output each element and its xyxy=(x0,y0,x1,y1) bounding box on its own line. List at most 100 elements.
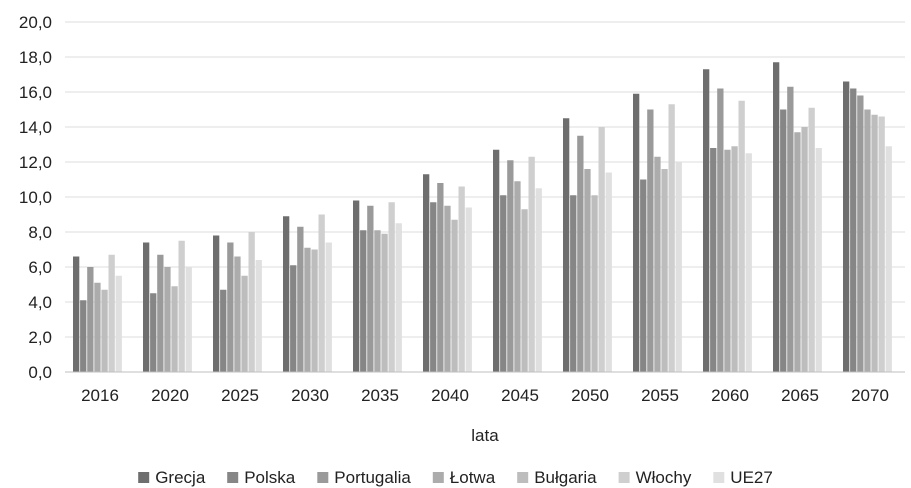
bar-portugalia-2055 xyxy=(647,109,654,372)
gridlines xyxy=(65,21,905,338)
legend-swatch xyxy=(517,472,529,483)
legend-swatch xyxy=(227,472,239,483)
y-tick-label: 8,0 xyxy=(28,223,52,242)
legend-item-ue27: UE27 xyxy=(713,468,773,487)
bar-włochy-2030 xyxy=(318,214,325,372)
bar-ue27-2045 xyxy=(535,188,542,372)
bar-grecja-2055 xyxy=(633,93,640,372)
bar-polska-2016 xyxy=(80,300,87,372)
x-tick-label: 2050 xyxy=(571,386,609,405)
bar-ue27-2025 xyxy=(255,260,262,372)
legend-item-portugalia: Portugalia xyxy=(317,468,411,487)
bar-polska-2070 xyxy=(850,88,857,372)
bar-grecja-2035 xyxy=(353,200,360,372)
bar-polska-2065 xyxy=(780,109,787,372)
x-tick-label: 2040 xyxy=(431,386,469,405)
legend-item-grecja: Grecja xyxy=(138,468,206,487)
bar-polska-2025 xyxy=(220,289,227,372)
bar-bułgaria-2065 xyxy=(801,127,808,372)
bar-łotwa-2050 xyxy=(584,169,591,372)
bar-portugalia-2035 xyxy=(367,205,374,372)
legend-swatch xyxy=(317,472,329,483)
bar-ue27-2065 xyxy=(815,148,822,372)
bar-ue27-2030 xyxy=(325,242,332,372)
bar-portugalia-2060 xyxy=(717,88,724,372)
bar-włochy-2060 xyxy=(738,100,745,372)
x-tick-label: 2065 xyxy=(781,386,819,405)
y-tick-label: 20,0 xyxy=(19,13,52,32)
bar-portugalia-2025 xyxy=(227,242,234,372)
bar-bułgaria-2055 xyxy=(661,169,668,372)
bar-bułgaria-2035 xyxy=(381,233,388,372)
bar-włochy-2050 xyxy=(598,127,605,372)
bars xyxy=(73,62,892,372)
bar-łotwa-2045 xyxy=(514,181,521,372)
bar-portugalia-2045 xyxy=(507,160,514,372)
bar-bułgaria-2045 xyxy=(521,209,528,372)
bar-włochy-2035 xyxy=(388,202,395,372)
bar-polska-2045 xyxy=(500,195,507,372)
bar-włochy-2016 xyxy=(108,254,115,372)
legend-swatch xyxy=(138,472,150,483)
bar-ue27-2035 xyxy=(395,223,402,372)
bar-łotwa-2065 xyxy=(794,132,801,372)
legend-label: Włochy xyxy=(636,468,692,487)
y-tick-label: 16,0 xyxy=(19,83,52,102)
bar-włochy-2040 xyxy=(458,186,465,372)
bar-grecja-2040 xyxy=(423,174,430,372)
x-tick-label: 2070 xyxy=(851,386,889,405)
bar-bułgaria-2030 xyxy=(311,249,318,372)
bar-ue27-2020 xyxy=(185,267,192,372)
x-tick-label: 2045 xyxy=(501,386,539,405)
legend-item-bułgaria: Bułgaria xyxy=(517,468,597,487)
x-tick-label: 2016 xyxy=(81,386,119,405)
bar-włochy-2065 xyxy=(808,107,815,372)
bar-łotwa-2060 xyxy=(724,149,731,372)
bar-portugalia-2070 xyxy=(857,95,864,372)
bar-grecja-2060 xyxy=(703,69,710,372)
legend-swatch xyxy=(432,472,444,483)
legend-label: Portugalia xyxy=(334,468,411,487)
x-tick-label: 2020 xyxy=(151,386,189,405)
legend-item-łotwa: Łotwa xyxy=(432,468,496,487)
bar-grecja-2065 xyxy=(773,62,780,372)
bar-grecja-2030 xyxy=(283,216,290,372)
bar-portugalia-2030 xyxy=(297,226,304,372)
bar-polska-2055 xyxy=(640,179,647,372)
bar-włochy-2070 xyxy=(878,116,885,372)
y-tick-label: 12,0 xyxy=(19,153,52,172)
bar-bułgaria-2025 xyxy=(241,275,248,372)
x-axis-title: lata xyxy=(471,426,499,445)
bar-polska-2040 xyxy=(430,202,437,372)
bar-polska-2030 xyxy=(290,265,297,372)
y-tick-label: 6,0 xyxy=(28,258,52,277)
bar-ue27-2055 xyxy=(675,162,682,372)
bar-polska-2035 xyxy=(360,230,367,372)
bar-polska-2020 xyxy=(150,293,157,372)
legend-swatch xyxy=(713,472,725,483)
legend-label: Polska xyxy=(244,468,296,487)
bar-łotwa-2025 xyxy=(234,256,241,372)
bar-łotwa-2070 xyxy=(864,109,871,372)
y-tick-label: 18,0 xyxy=(19,48,52,67)
y-tick-label: 14,0 xyxy=(19,118,52,137)
bar-grecja-2020 xyxy=(143,242,150,372)
y-tick-label: 0,0 xyxy=(28,363,52,382)
bar-grecja-2016 xyxy=(73,256,80,372)
bar-bułgaria-2016 xyxy=(101,289,108,372)
legend: Grecja Polska Portugalia Łotwa Bułgaria Włoch… xyxy=(138,468,773,487)
x-tick-label: 2055 xyxy=(641,386,679,405)
bar-bułgaria-2020 xyxy=(171,286,178,372)
bar-grecja-2025 xyxy=(213,235,220,372)
x-tick-label: 2060 xyxy=(711,386,749,405)
bar-portugalia-2050 xyxy=(577,135,584,372)
bar-ue27-2050 xyxy=(605,172,612,372)
bar-ue27-2016 xyxy=(115,275,122,372)
bar-ue27-2060 xyxy=(745,153,752,372)
bar-łotwa-2040 xyxy=(444,205,451,372)
bar-portugalia-2040 xyxy=(437,183,444,372)
bar-grecja-2050 xyxy=(563,118,570,372)
legend-label: UE27 xyxy=(730,468,773,487)
y-tick-label: 2,0 xyxy=(28,328,52,347)
